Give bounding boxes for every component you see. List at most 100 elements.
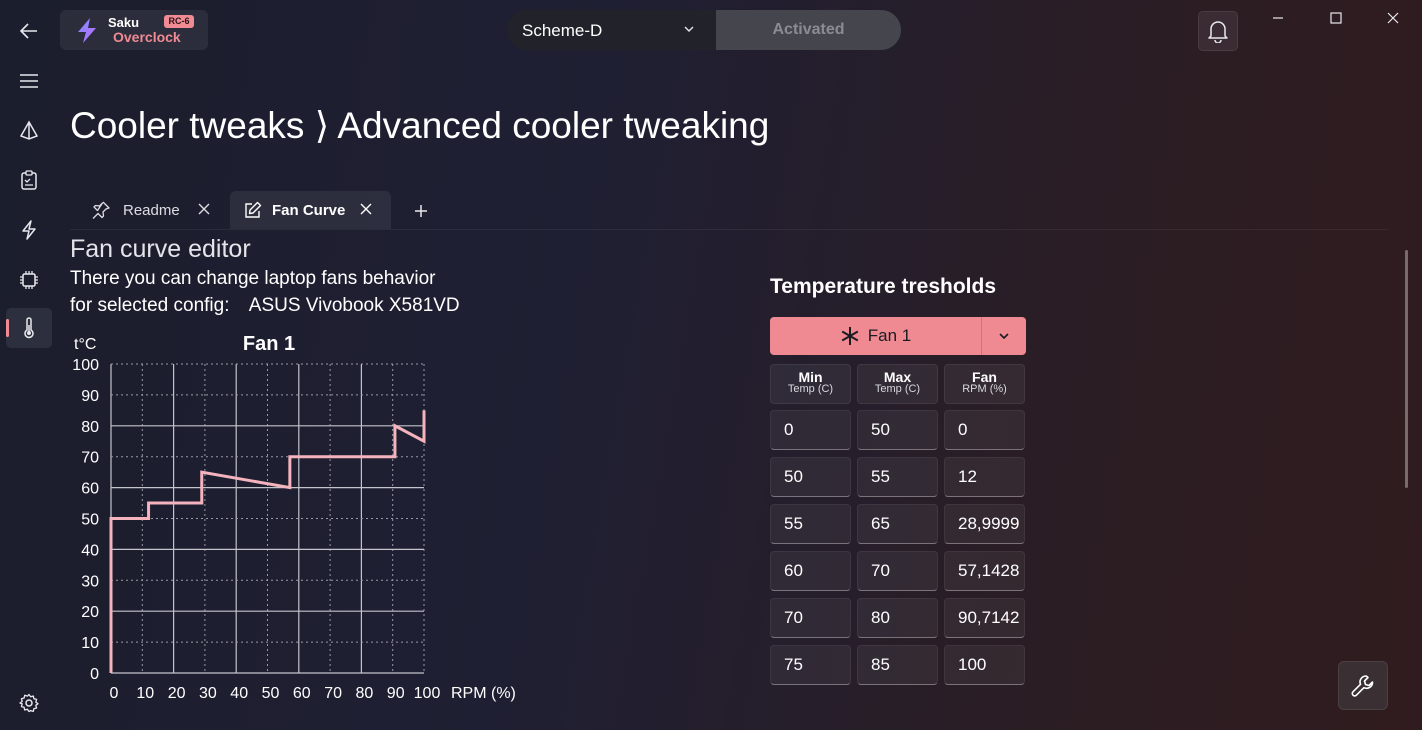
fan-button-divider [981, 317, 982, 355]
max-temp-input[interactable]: 50 [857, 410, 938, 450]
chart-title: Fan 1 [243, 333, 295, 355]
config-line: for selected config: ASUS Vivobook X581V… [70, 295, 460, 317]
scheme-bar: Scheme-D Activated [507, 10, 901, 50]
fan-select-label: Fan 1 [867, 326, 912, 345]
x-tick-label: 70 [324, 685, 342, 702]
y-tick-label: 70 [81, 450, 99, 467]
chevron-down-icon [999, 333, 1009, 340]
max-temp-input[interactable]: 70 [857, 551, 938, 591]
maximize-icon [1330, 12, 1342, 24]
close-window-button[interactable] [1375, 6, 1411, 30]
scheme-value: Scheme-D [522, 21, 603, 40]
x-tick-label: 60 [293, 685, 311, 702]
column-header-title: Max [883, 369, 912, 385]
x-tick-label: 100 [414, 685, 441, 702]
clipboard-icon [21, 170, 37, 190]
column-header-max-temp: Max Temp (C) [857, 364, 938, 404]
version-badge: RC-6 [164, 15, 194, 28]
scheme-select[interactable]: Scheme-D [507, 10, 716, 50]
x-tick-label: 50 [262, 685, 280, 702]
x-tick-label: 0 [110, 685, 119, 702]
settings-button[interactable] [6, 683, 52, 723]
fan-select-button[interactable]: Fan 1 [770, 317, 981, 355]
x-tick-label: 10 [136, 685, 154, 702]
nav-item-cpu[interactable] [6, 260, 52, 300]
maximize-button[interactable] [1318, 6, 1354, 30]
fan-rpm-input[interactable]: 0 [944, 410, 1025, 450]
column-header-fan-rpm: Fan RPM (%) [944, 364, 1025, 404]
back-button[interactable] [6, 11, 52, 51]
tab-readme-close-icon[interactable] [197, 202, 211, 216]
column-header-subtitle: Temp (C) [787, 383, 834, 395]
column-header-title: Fan [972, 369, 997, 385]
y-tick-label: 20 [81, 604, 99, 621]
activated-button[interactable]: Activated [716, 10, 901, 50]
fan-rpm-input[interactable]: 100 [944, 645, 1025, 685]
y-tick-label: 80 [81, 419, 99, 436]
menu-button[interactable] [6, 61, 52, 101]
notifications-button[interactable] [1198, 11, 1238, 51]
tab-readme[interactable]: Readme [80, 191, 226, 229]
minimize-icon [1273, 17, 1283, 19]
max-temp-input[interactable]: 55 [857, 457, 938, 497]
x-axis-label: RPM (%) [451, 685, 516, 702]
fan-rpm-input[interactable]: 57,1428 [944, 551, 1025, 591]
editor-description: There you can change laptop fans behavio… [70, 268, 436, 289]
nav-item-tasks[interactable] [6, 160, 52, 200]
add-tab-button[interactable] [410, 200, 432, 222]
column-header-subtitle: Temp (C) [874, 383, 921, 395]
minimize-button[interactable] [1260, 6, 1296, 30]
y-tick-label: 60 [81, 481, 99, 498]
y-axis-label: t°C [74, 336, 96, 353]
fan-rpm-input[interactable]: 90,7142 [944, 598, 1025, 638]
nav-active-indicator [6, 319, 9, 337]
y-tick-label: 10 [81, 635, 99, 652]
y-tick-label: 40 [81, 542, 99, 559]
tab-divider [70, 229, 1388, 230]
y-tick-label: 30 [81, 573, 99, 590]
x-tick-label: 40 [230, 685, 248, 702]
tab-readme-label: Readme [123, 202, 180, 219]
thermometer-icon [24, 317, 34, 339]
x-tick-label: 20 [168, 685, 186, 702]
fan-rpm-input[interactable]: 12 [944, 457, 1025, 497]
app-lightning-icon [78, 18, 96, 43]
fan-curve-line[interactable] [109, 410, 426, 673]
x-tick-label: 90 [387, 685, 405, 702]
config-prefix: for selected config: [70, 295, 230, 316]
y-tick-label: 50 [81, 512, 99, 529]
close-icon [1387, 12, 1399, 24]
tools-button[interactable] [1338, 661, 1388, 710]
tab-fan-curve-close-icon[interactable] [359, 202, 373, 216]
tab-fan-curve-label: Fan Curve [272, 202, 346, 219]
max-temp-input[interactable]: 65 [857, 504, 938, 544]
nav-item-presets[interactable] [6, 110, 52, 150]
min-temp-input[interactable]: 0 [770, 410, 851, 450]
nav-item-power[interactable] [6, 210, 52, 250]
back-arrow-icon [20, 23, 37, 39]
tab-fan-curve[interactable]: Fan Curve [230, 191, 391, 229]
fan-curve-chart[interactable]: 0 10 20 30 40 50 60 70 80 90 100 0 10 20 30 40 50 60 70 80 9… [60, 325, 530, 710]
vertical-scrollbar[interactable] [1405, 250, 1408, 488]
nav-item-cooler[interactable] [6, 308, 52, 348]
x-tick-label: 30 [199, 685, 217, 702]
max-temp-input[interactable]: 85 [857, 645, 938, 685]
fan-icon [841, 327, 859, 345]
column-header-min-temp: Min Temp (C) [770, 364, 851, 404]
max-temp-input[interactable]: 80 [857, 598, 938, 638]
min-temp-input[interactable]: 60 [770, 551, 851, 591]
lightning-icon [22, 220, 36, 240]
min-temp-input[interactable]: 55 [770, 504, 851, 544]
min-temp-input[interactable]: 75 [770, 645, 851, 685]
plus-icon [415, 205, 427, 217]
fan-dropdown-button[interactable] [982, 317, 1026, 355]
app-logo-badge: Saku RC-6 Overclock [60, 10, 208, 50]
y-tick-label: 90 [81, 388, 99, 405]
chevron-down-icon [684, 26, 694, 33]
fan-rpm-input[interactable]: 28,9999 [944, 504, 1025, 544]
min-temp-input[interactable]: 50 [770, 457, 851, 497]
bell-icon [1208, 21, 1228, 43]
hamburger-icon [20, 74, 38, 88]
min-temp-input[interactable]: 70 [770, 598, 851, 638]
wrench-icon [1351, 674, 1374, 697]
